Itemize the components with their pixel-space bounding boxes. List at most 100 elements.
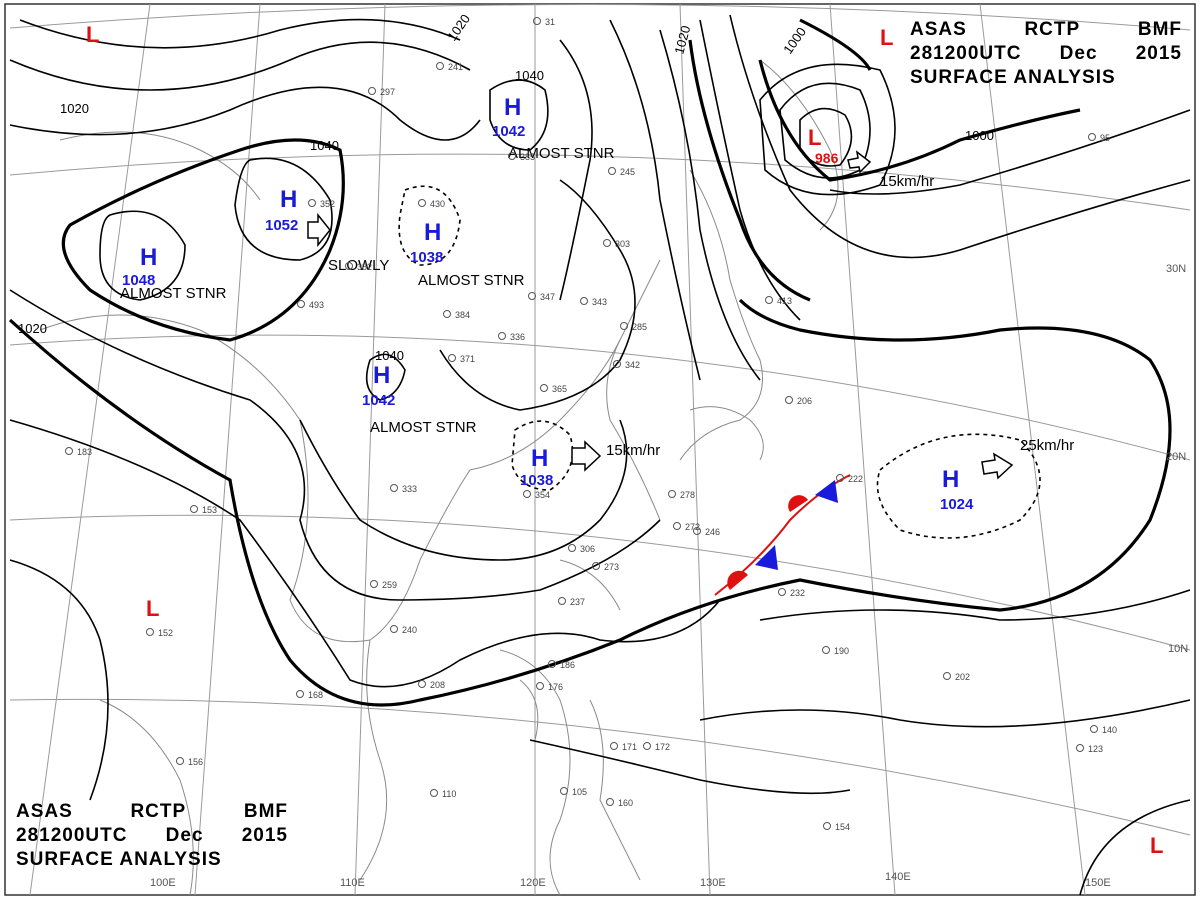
motion-label: 15km/hr bbox=[880, 173, 934, 190]
stationary-front bbox=[714, 474, 851, 596]
header-title: SURFACE ANALYSIS bbox=[910, 67, 1116, 88]
header-product: ASAS bbox=[910, 19, 967, 40]
station-symbol bbox=[778, 588, 786, 596]
motion-label: 15km/hr bbox=[606, 442, 660, 459]
longitude-label: 120E bbox=[520, 877, 546, 889]
high-symbol: H bbox=[942, 466, 959, 493]
high-symbol: H bbox=[280, 186, 297, 213]
station-pressure: 285 bbox=[632, 322, 647, 332]
motion-label: SLOWLY bbox=[328, 257, 389, 274]
latitude-label: 20N bbox=[1166, 451, 1186, 463]
station-pressure: 152 bbox=[158, 628, 173, 638]
station-symbol bbox=[528, 292, 536, 300]
station-symbol bbox=[297, 300, 305, 308]
station-pressure: 343 bbox=[592, 297, 607, 307]
header-station: RCTP bbox=[1024, 19, 1081, 40]
arrow-icon bbox=[307, 212, 331, 248]
longitude-label: 110E bbox=[340, 877, 365, 889]
station-pressure: 202 bbox=[955, 672, 970, 682]
station-symbol bbox=[785, 396, 793, 404]
motion-label: ALMOST STNR bbox=[508, 145, 615, 162]
footer-month: Dec bbox=[165, 825, 204, 846]
station-pressure: 245 bbox=[620, 167, 635, 177]
station-symbol bbox=[643, 742, 651, 750]
header-year: 2015 bbox=[1135, 43, 1182, 64]
station-pressure: 336 bbox=[510, 332, 525, 342]
station-symbol bbox=[146, 628, 154, 636]
high-centers: H 1052 H 1048 H 1042 H 1038 H 1042 H 103… bbox=[122, 94, 974, 513]
station-symbol bbox=[443, 310, 451, 318]
high-pressure: 1042 bbox=[492, 123, 525, 140]
station-pressure: 153 bbox=[202, 505, 217, 515]
isobars-thick bbox=[8, 18, 1172, 707]
station-pressure: 160 bbox=[618, 798, 633, 808]
motion-label: 25km/hr bbox=[1020, 437, 1074, 454]
station-pressure: 206 bbox=[797, 396, 812, 406]
arrow-icon bbox=[571, 440, 602, 472]
coastlines bbox=[39, 59, 839, 896]
high-pressure: 1048 bbox=[122, 272, 155, 289]
station-symbol bbox=[1090, 725, 1098, 733]
station-pressure: 176 bbox=[548, 682, 563, 692]
low-symbol: L bbox=[146, 596, 159, 621]
footer-line2: 281200UTC Dec 2015 bbox=[16, 824, 288, 848]
station-symbol bbox=[836, 474, 844, 482]
graticule-labels: 100E 110E 120E 130E 140E 150E 30N 20N 10… bbox=[150, 263, 1188, 889]
station-pressure: 493 bbox=[309, 300, 324, 310]
isobar-label: 1040 bbox=[515, 68, 544, 83]
station-symbol bbox=[430, 789, 438, 797]
station-pressure: 347 bbox=[540, 292, 555, 302]
longitude-label: 150E bbox=[1085, 877, 1111, 889]
station-symbol bbox=[1076, 744, 1084, 752]
station-pressure: 237 bbox=[570, 597, 585, 607]
station-pressure: 31 bbox=[545, 17, 555, 27]
station-pressure: 172 bbox=[655, 742, 670, 752]
high-symbol: H bbox=[373, 362, 390, 389]
station-pressure: 154 bbox=[835, 822, 850, 832]
station-symbol bbox=[448, 354, 456, 362]
station-symbol bbox=[370, 580, 378, 588]
isobar-label: 1020 bbox=[18, 321, 47, 336]
station-pressure: 232 bbox=[790, 588, 805, 598]
low-symbol: L bbox=[86, 22, 99, 47]
station-symbol bbox=[610, 742, 618, 750]
station-symbol bbox=[308, 199, 316, 207]
station-symbol bbox=[606, 798, 614, 806]
station-pressure: 222 bbox=[848, 474, 863, 484]
arrow-icon bbox=[847, 150, 872, 174]
footer-time: 281200UTC bbox=[16, 825, 128, 846]
footer-year: 2015 bbox=[241, 825, 288, 846]
station-pressure: 156 bbox=[188, 757, 203, 767]
station-symbol bbox=[693, 527, 701, 535]
station-pressure: 95 bbox=[1100, 133, 1110, 143]
station-symbol bbox=[823, 822, 831, 830]
low-centers: L 986 L L L L bbox=[86, 22, 1163, 858]
graticule bbox=[9, 3, 1191, 896]
isobar-label: 1020 bbox=[60, 101, 89, 116]
motion-labels: SLOWLY ALMOST STNR ALMOST STNR ALMOST ST… bbox=[120, 145, 1074, 459]
station-pressure: 306 bbox=[580, 544, 595, 554]
isobar-label: 1000 bbox=[780, 24, 809, 56]
station-pressure: 382 bbox=[357, 262, 372, 272]
high-pressure: 1038 bbox=[520, 472, 553, 489]
station-symbol bbox=[390, 484, 398, 492]
isobar-label: 1040 bbox=[310, 138, 339, 153]
longitude-label: 140E bbox=[885, 871, 911, 883]
station-symbol bbox=[296, 690, 304, 698]
high-pressure: 1024 bbox=[940, 496, 974, 513]
station-symbol bbox=[613, 360, 621, 368]
station-symbol bbox=[673, 522, 681, 530]
station-pressure: 385 bbox=[520, 152, 535, 162]
station-symbol bbox=[608, 167, 616, 175]
footer-title-block: ASAS RCTP BMF 281200UTC Dec 2015 SURFACE… bbox=[16, 800, 288, 872]
isobar-label: 1020 bbox=[671, 24, 693, 56]
station-symbol bbox=[533, 17, 541, 25]
footer-product: ASAS bbox=[16, 801, 73, 822]
station-symbol bbox=[65, 447, 73, 455]
station-plots: 31 297 241 245 303 347 343 384 371 336 365 342 285 27… bbox=[65, 17, 1117, 832]
low-symbol: L bbox=[1150, 833, 1163, 858]
isobars-thin bbox=[9, 14, 1191, 896]
header-line1: ASAS RCTP BMF bbox=[910, 18, 1182, 42]
station-symbol bbox=[560, 787, 568, 795]
